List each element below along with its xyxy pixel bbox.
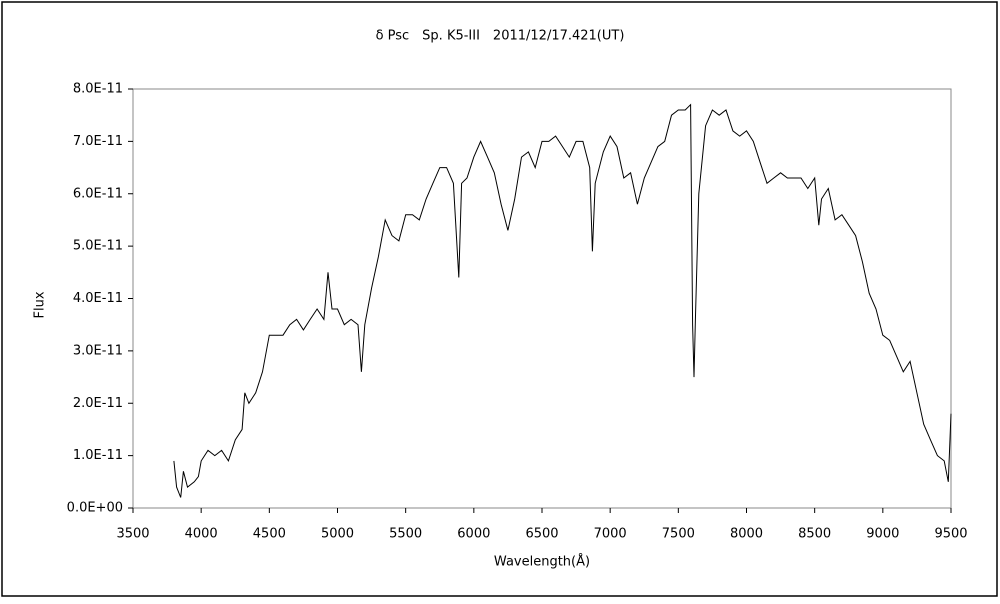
x-tick-label: 4500 xyxy=(253,527,286,542)
x-tick-label: 8500 xyxy=(798,527,831,542)
y-tick-label: 8.0E-11 xyxy=(73,82,123,97)
x-tick-label: 6500 xyxy=(525,527,558,542)
y-tick-label: 5.0E-11 xyxy=(73,239,123,254)
x-tick-label: 7500 xyxy=(662,527,695,542)
x-tick-label: 6000 xyxy=(457,527,490,542)
y-tick-label: 3.0E-11 xyxy=(73,343,123,358)
x-axis-label: Wavelength(Å) xyxy=(494,554,590,570)
y-tick-label: 7.0E-11 xyxy=(73,134,123,149)
y-tick-label: 2.0E-11 xyxy=(73,396,123,411)
x-tick-label: 7000 xyxy=(594,527,627,542)
x-tick-label: 5500 xyxy=(389,527,422,542)
chart-title: δ Psc Sp. K5-III 2011/12/17.421(UT) xyxy=(376,29,625,44)
x-tick-label: 9500 xyxy=(934,527,967,542)
x-tick-label: 3500 xyxy=(116,527,149,542)
y-axis-label: Flux xyxy=(33,291,48,318)
y-tick-label: 6.0E-11 xyxy=(73,186,123,201)
x-tick-label: 9000 xyxy=(866,527,899,542)
x-tick-label: 4000 xyxy=(185,527,218,542)
x-tick-label: 5000 xyxy=(321,527,354,542)
x-tick-label: 8000 xyxy=(730,527,763,542)
spectrum-line xyxy=(173,103,952,498)
y-tick-label: 0.0E+00 xyxy=(67,501,123,516)
y-tick-label: 4.0E-11 xyxy=(73,291,123,306)
y-tick-label: 1.0E-11 xyxy=(73,448,123,463)
